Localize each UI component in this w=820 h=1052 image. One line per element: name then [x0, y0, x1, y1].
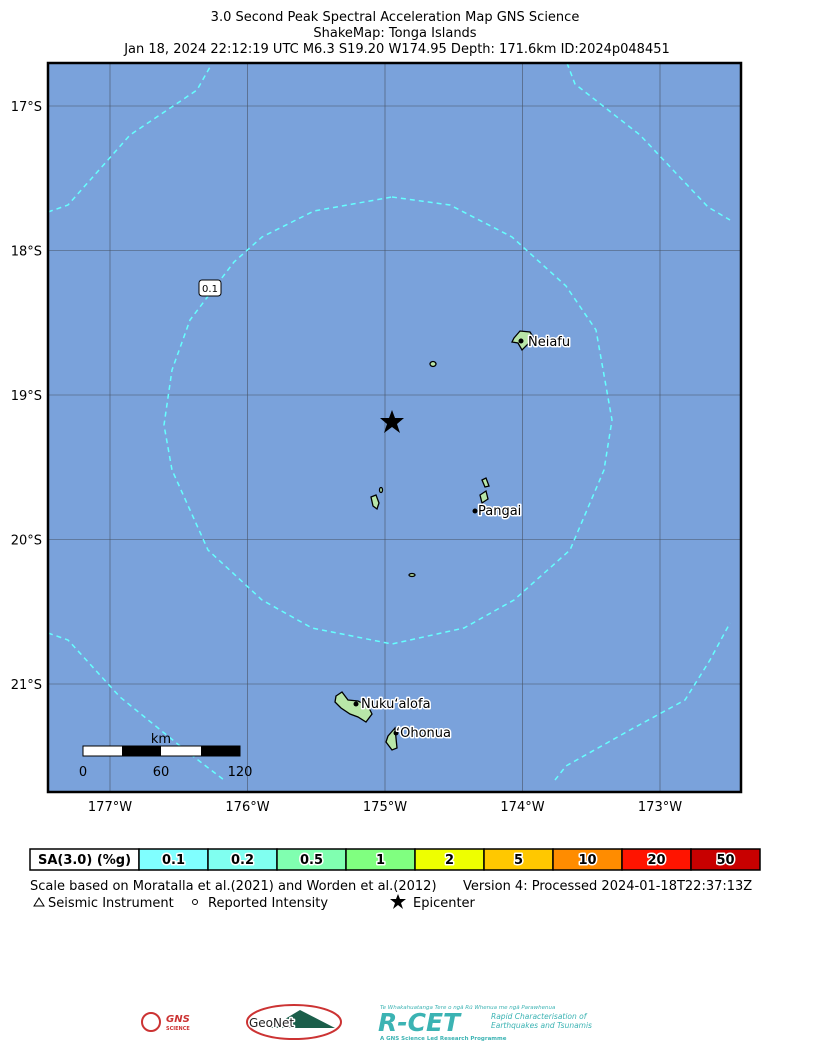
symbol-label: Epicenter: [413, 896, 476, 911]
contour: [554, 622, 731, 781]
legend-label: 0.1: [162, 853, 185, 868]
place-label: Pangai: [478, 504, 521, 519]
map-frame: [46, 61, 743, 794]
lat-label: 19°S: [11, 389, 42, 404]
lon-label: 173°W: [638, 800, 682, 815]
scale-bar-segment: [122, 746, 161, 756]
legend-label: 20: [647, 853, 665, 868]
place-dot: [518, 338, 524, 344]
place-dot: [353, 701, 359, 707]
rcet-tagline: Te Whakahuatanga Tere o ngā Rū Whenua me…: [380, 1005, 556, 1011]
legend-label: 2: [445, 853, 454, 868]
rcet-logo: R-CET: [378, 1008, 462, 1037]
subtitle: ShakeMap: Tonga Islands: [313, 26, 476, 41]
lat-label: 18°S: [11, 245, 42, 260]
legend-label: 1: [376, 853, 385, 868]
gns-mark: [141, 1012, 161, 1032]
gns-logo: GNS: [166, 1014, 190, 1025]
island: [429, 360, 437, 368]
place-label: ʻOhonua: [396, 726, 451, 741]
place-label: Neiafu: [528, 335, 570, 350]
scale-unit: km: [151, 732, 171, 747]
scale-tick: 0: [79, 765, 87, 780]
contour-label-box: [198, 279, 222, 297]
rcet-desc: Rapid Characterisation of: [491, 1012, 588, 1021]
contour: [47, 632, 225, 781]
geonet-ring: [246, 1004, 342, 1040]
lat-label: 20°S: [11, 534, 42, 549]
lon-label: 177°W: [88, 800, 132, 815]
island: [408, 572, 416, 578]
graticule: [48, 63, 741, 792]
legend-label: 0.2: [231, 853, 254, 868]
legend: SA(3.0) (%g) 0.1 0.2 0.5 1 2 5 10 20 50: [29, 848, 761, 871]
scale-bar-segment: [201, 746, 240, 756]
island: [334, 691, 373, 723]
legend-cell: [690, 848, 761, 871]
footnote: Scale based on Moratalla et al.(2021) an…: [30, 879, 437, 894]
islands: [334, 330, 536, 751]
lon-label: 176°W: [225, 800, 269, 815]
place-label: Nukuʻalofa: [361, 697, 431, 712]
title: 3.0 Second Peak Spectral Acceleration Ma…: [211, 10, 580, 25]
version: Version 4: Processed 2024-01-18T22:37:13…: [463, 879, 752, 894]
scale-tick: 60: [153, 765, 170, 780]
island: [370, 494, 380, 511]
instrument-symbol: [33, 897, 45, 907]
place-dot: [393, 730, 399, 736]
legend-label: 5: [514, 853, 523, 868]
lon-label: 175°W: [363, 800, 407, 815]
scale-bar: km 0 60 120: [79, 732, 253, 780]
place-dot: [472, 508, 478, 514]
epicenter-symbol: [390, 894, 406, 909]
legend-header: SA(3.0) (%g): [38, 853, 131, 868]
geonet-mark: [270, 1010, 335, 1028]
lat-label: 17°S: [11, 100, 42, 115]
scale-tick: 120: [228, 765, 253, 780]
lon-label: 174°W: [500, 800, 544, 815]
rcet-desc: Earthquakes and Tsunamis: [491, 1021, 592, 1030]
symbol-label: Seismic Instrument: [48, 896, 174, 911]
epicenter: [380, 410, 404, 433]
lat-label: 21°S: [11, 678, 42, 693]
symbol-label: Reported Intensity: [208, 896, 328, 911]
geonet-logo: GeoNet: [249, 1016, 294, 1030]
rcet-programme: A GNS Science Led Research Programme: [380, 1036, 507, 1042]
contour: [47, 62, 212, 213]
legend-label: 10: [578, 853, 596, 868]
island: [479, 477, 490, 505]
island: [511, 330, 536, 352]
intensity-symbol: [192, 899, 198, 905]
contour-label: 0.1: [202, 284, 218, 295]
logos: GNS SCIENCE GeoNet Te Whakahuatanga Tere…: [141, 1004, 592, 1042]
legend-label: 0.5: [300, 853, 323, 868]
island: [378, 486, 384, 494]
event-info: Jan 18, 2024 22:12:19 UTC M6.3 S19.20 W1…: [123, 42, 670, 57]
gns-logo-sub: SCIENCE: [166, 1026, 190, 1032]
legend-label: 50: [716, 853, 734, 868]
